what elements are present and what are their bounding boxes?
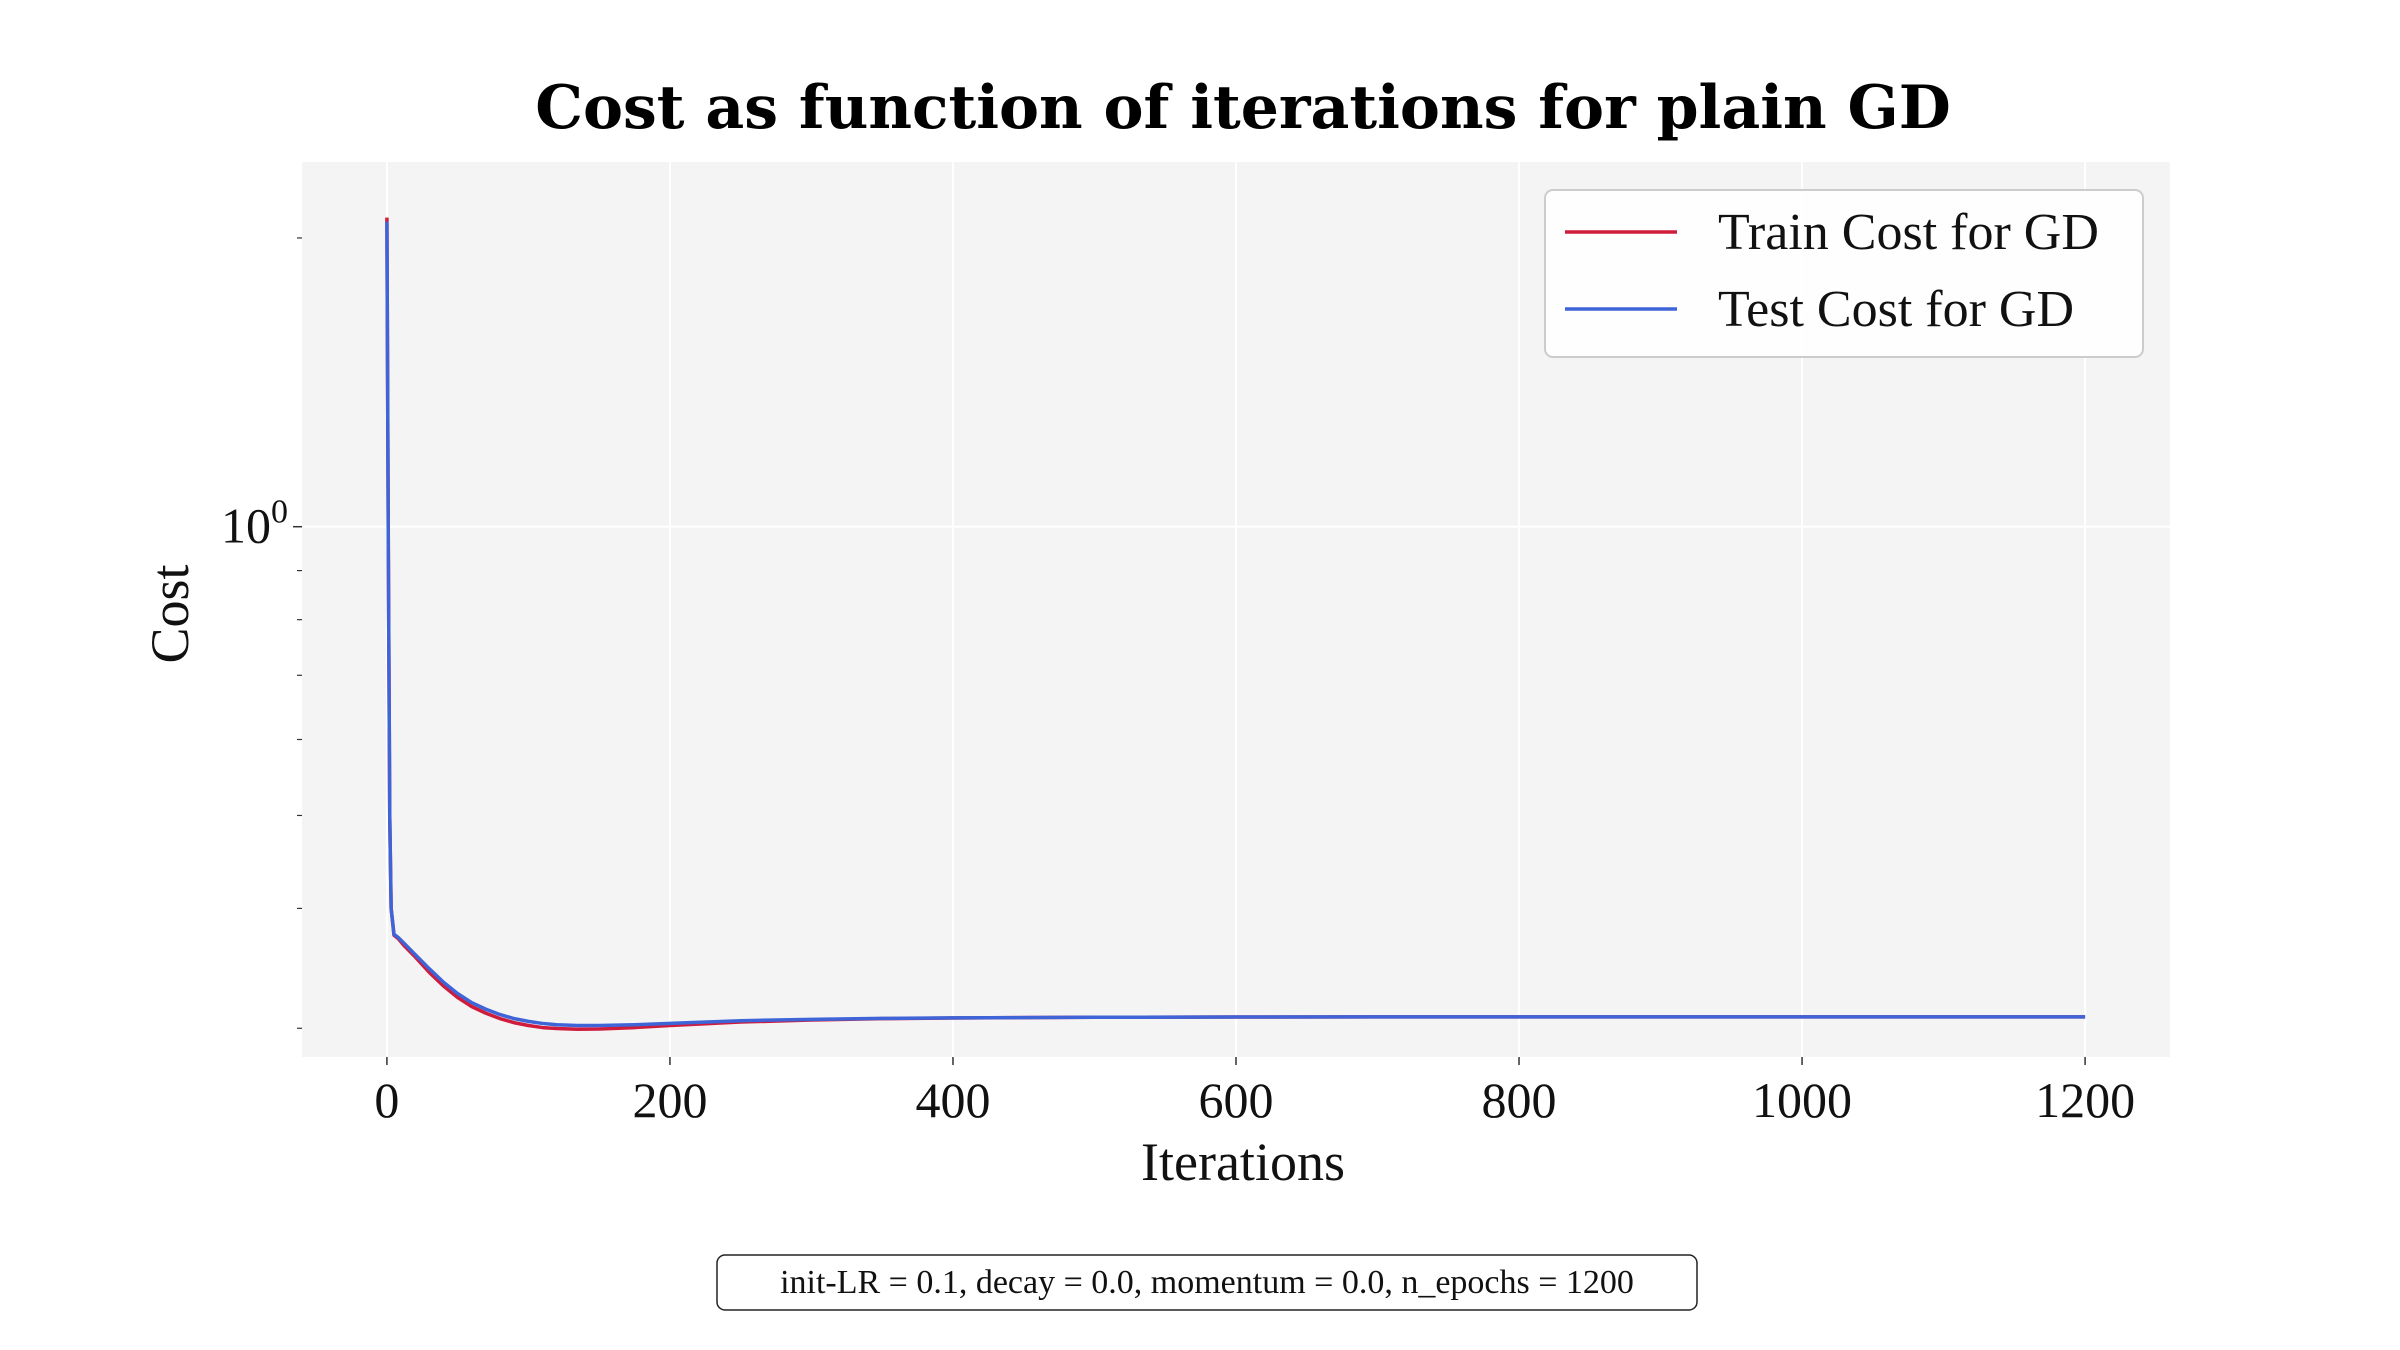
y-axis-label: Cost <box>140 564 200 663</box>
chart-title: Cost as function of iterations for plain… <box>535 73 1951 143</box>
x-tick-label: 1000 <box>1752 1072 1852 1128</box>
x-tick-label: 1200 <box>2035 1072 2135 1128</box>
y-axis-ticks: 100 <box>221 237 302 1029</box>
x-tick-label: 0 <box>374 1072 399 1128</box>
series-line-test <box>385 221 2086 1028</box>
params-box: init-LR = 0.1, decay = 0.0, momentum = 0… <box>716 1254 1698 1311</box>
legend-frame <box>1544 189 2144 358</box>
params-text: init-LR = 0.1, decay = 0.0, momentum = 0… <box>780 1264 1634 1301</box>
x-axis-label: Iterations <box>1141 1132 1345 1192</box>
x-tick-label: 800 <box>1482 1072 1557 1128</box>
legend-label: Test Cost for GD <box>1718 281 2074 338</box>
legend-label: Train Cost for GD <box>1718 204 2099 261</box>
series-lines <box>385 217 2086 1031</box>
x-tick-label: 600 <box>1199 1072 1274 1128</box>
x-tick-label: 400 <box>915 1072 990 1128</box>
legend: Train Cost for GD Test Cost for GD <box>1544 189 2144 358</box>
x-tick-label: 200 <box>632 1072 707 1128</box>
x-axis-ticks: 0 200 400 600 800 1000 1200 <box>374 1057 2135 1128</box>
y-tick-label: 100 <box>221 494 288 554</box>
params-box-frame <box>716 1254 1698 1311</box>
